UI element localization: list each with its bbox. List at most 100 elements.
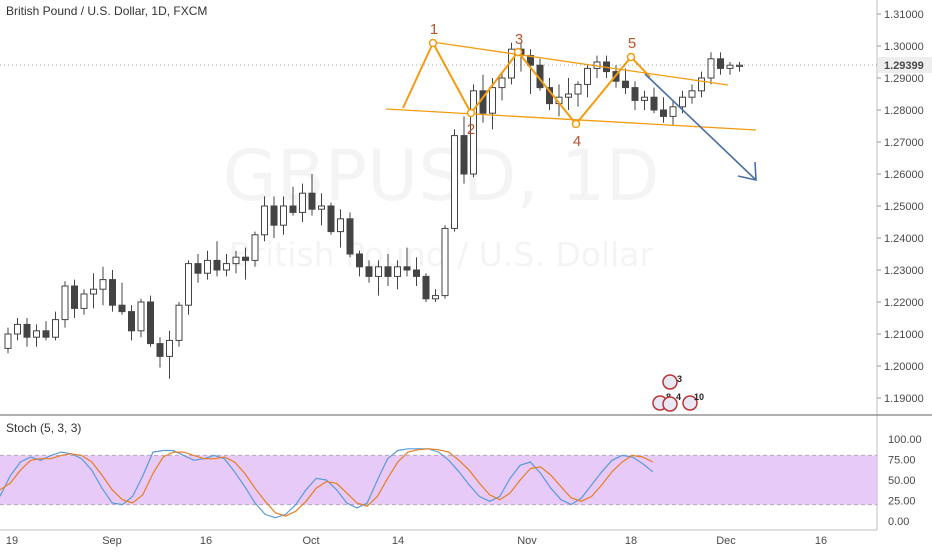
candle: [118, 282, 126, 315]
candle-body: [470, 90, 477, 175]
candle: [641, 90, 648, 110]
candle-body: [394, 266, 401, 277]
candle-body: [384, 266, 392, 277]
candle-body: [299, 192, 306, 213]
candle: [270, 196, 278, 238]
projection-arrow: [644, 73, 757, 182]
candle: [365, 260, 373, 283]
candle: [470, 84, 477, 178]
time-tick-label: 16: [815, 535, 827, 547]
candle-body: [631, 87, 639, 101]
time-tick-label: 14: [392, 535, 404, 547]
candle-body: [90, 288, 97, 295]
time-tick-label: Nov: [517, 535, 537, 547]
candle-body: [698, 77, 705, 92]
stoch-tick-label: 25.00: [888, 496, 916, 508]
time-tick-label: 18: [625, 535, 637, 547]
candle-body: [432, 295, 439, 300]
stoch-lines: [0, 448, 654, 519]
candle: [99, 266, 107, 306]
candle: [451, 129, 458, 232]
candle-body: [460, 135, 468, 175]
time-tick-label: Oct: [302, 535, 319, 547]
candle-body: [33, 330, 40, 338]
watermark-name: British Pound / U.S. Dollar: [229, 235, 654, 274]
price-tick-label: 1.20000: [884, 361, 924, 373]
candle-body: [365, 266, 373, 277]
wave-label-5: 5: [628, 35, 636, 52]
candle-body: [403, 266, 411, 271]
last-price-marker: 1.29399: [0, 57, 932, 73]
candle-body: [356, 253, 363, 268]
wave-label-4: 4: [573, 133, 581, 150]
candle: [194, 254, 202, 283]
candle: [736, 62, 743, 72]
candle-body: [128, 311, 135, 332]
wave-pattern: 1 2 3 4 5: [385, 21, 757, 150]
candle-body: [4, 333, 12, 349]
candle: [128, 305, 135, 341]
candle-body: [641, 96, 648, 101]
candle: [498, 71, 506, 101]
candle-body: [270, 205, 278, 226]
wave-point-2: [466, 108, 476, 118]
lower-trendline: [385, 108, 757, 131]
wave-point-4: [571, 119, 581, 129]
flag-icon-uk[interactable]: [662, 374, 678, 390]
candle: [175, 302, 183, 347]
candle-body: [669, 106, 677, 117]
candle-body: [489, 87, 496, 114]
time-tick-label: Sep: [102, 535, 122, 547]
price-tick-label: 1.27000: [884, 137, 924, 149]
candle: [565, 78, 572, 110]
candle-body: [717, 58, 724, 69]
time-tick-label: 19: [6, 535, 18, 547]
flag-icon-us-2[interactable]: [662, 396, 678, 412]
candle: [156, 337, 164, 368]
candle-body: [71, 285, 78, 309]
candle: [23, 318, 31, 347]
candle-body: [52, 319, 59, 338]
stoch-axis: 100.00 75.00 50.00 25.00 0.00: [888, 434, 922, 528]
candle: [346, 212, 354, 258]
event-count-10: 10: [694, 392, 704, 402]
candle: [137, 298, 145, 338]
candle-body: [232, 256, 240, 265]
candle: [308, 174, 316, 216]
event-count-4: 4: [676, 392, 681, 402]
candle-body: [679, 96, 686, 108]
candle: [707, 52, 715, 85]
stoch-tick-label: 50.00: [888, 475, 916, 487]
price-tick-label: 1.24000: [884, 233, 924, 245]
candle: [61, 281, 69, 328]
candle: [622, 68, 629, 94]
price-badge: [878, 57, 932, 73]
candle: [688, 84, 696, 104]
candle-body: [251, 234, 259, 261]
price-axis: 1.31000 1.30000 1.29000 1.28000 1.27000 1.260…: [877, 9, 924, 405]
candle-body: [280, 205, 287, 226]
candle: [432, 289, 439, 302]
flag-icon-us-3[interactable]: [682, 395, 698, 411]
candle: [403, 247, 411, 277]
candle-body: [565, 93, 572, 98]
candle: [280, 196, 287, 235]
stoch-title: Stoch (5, 3, 3): [6, 421, 81, 435]
event-badges[interactable]: 3 8 4 10: [652, 374, 704, 412]
candle: [223, 254, 230, 277]
candle: [80, 289, 88, 315]
candle-body: [223, 263, 230, 271]
candle: [33, 324, 40, 347]
candle-body: [441, 227, 449, 297]
time-axis: 19 Sep 16 Oct 14 Nov 18 Dec 16: [6, 535, 827, 547]
price-tick-label: 1.31000: [884, 9, 924, 21]
candle: [109, 270, 116, 312]
price-tick-label: 1.19000: [884, 393, 924, 405]
candle-body: [736, 64, 743, 67]
candle: [384, 254, 392, 286]
candle-body: [42, 330, 50, 338]
candle: [422, 273, 430, 302]
candle: [71, 279, 78, 318]
candle-body: [574, 83, 582, 95]
candle: [90, 273, 97, 309]
